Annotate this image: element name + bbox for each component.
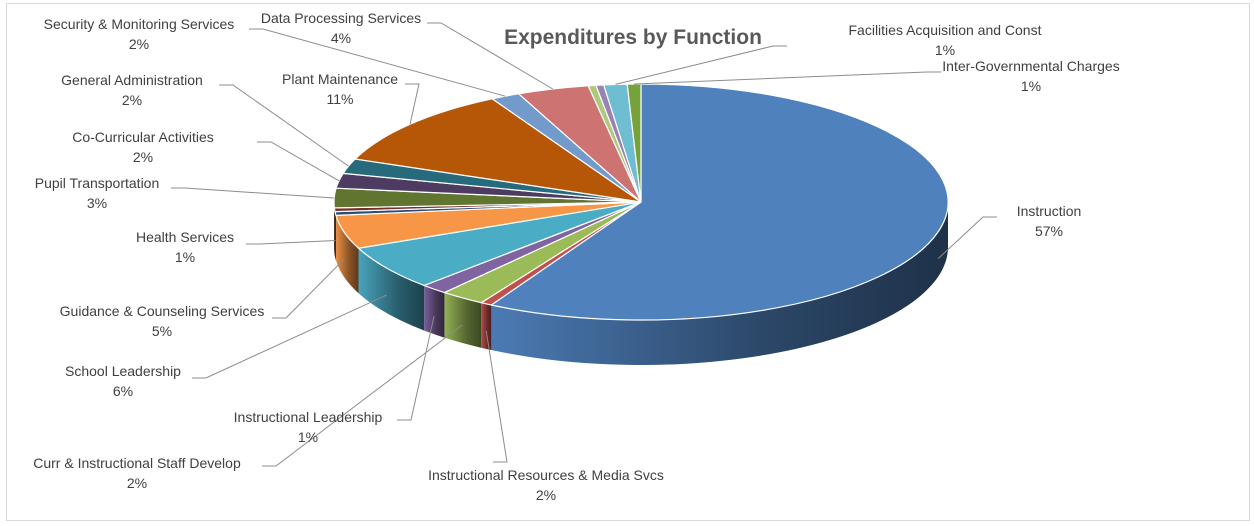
slice-percent-health-services-6: 1% (175, 249, 195, 265)
leader-line-pupil-transportation-8 (171, 188, 334, 198)
slice-label-instructional-leadership-3: Instructional Leadership (234, 409, 383, 425)
slice-percent-plant-maintenance-11: 11% (327, 91, 354, 107)
slice-label-inter-governmental-charges-17: Inter-Governmental Charges (942, 58, 1119, 74)
slice-percent-curr-instructional-staff-develop-2: 2% (127, 475, 147, 491)
slice-percent-guidance-counseling-services-5: 5% (152, 323, 172, 339)
slice-side-shade-unlabeled-7 (334, 208, 335, 257)
slice-label-instructional-resources-media-svcs-1: Instructional Resources & Media Svcs (428, 467, 664, 483)
slice-label-co-curricular-activities-9: Co-Curricular Activities (72, 129, 214, 145)
slice-percent-instruction-0: 57% (1035, 223, 1063, 239)
slice-label-general-administration-10: General Administration (61, 72, 203, 88)
slice-side-shade-health-services-6 (335, 212, 336, 261)
leader-line-plant-maintenance-11 (405, 84, 419, 124)
leader-line-curr-instructional-staff-develop-2 (262, 325, 462, 466)
chart-title: Expenditures by Function (504, 26, 762, 49)
slice-label-health-services-6: Health Services (136, 229, 234, 245)
slice-label-instruction-0: Instruction (1017, 203, 1082, 219)
leader-line-health-services-6 (246, 241, 336, 245)
slice-label-pupil-transportation-8: Pupil Transportation (35, 175, 160, 191)
slice-percent-pupil-transportation-8: 3% (87, 195, 107, 211)
slice-label-plant-maintenance-11: Plant Maintenance (282, 71, 398, 87)
slice-label-curr-instructional-staff-develop-2: Curr & Instructional Staff Develop (33, 455, 241, 471)
slice-percent-instructional-leadership-3: 1% (298, 429, 318, 445)
slice-percent-data-processing-services-13: 4% (331, 30, 351, 46)
leader-line-guidance-counseling-services-5 (272, 259, 344, 318)
slice-side-shade-instructional-leadership-3 (424, 286, 444, 338)
slice-label-guidance-counseling-services-5: Guidance & Counseling Services (60, 303, 265, 319)
slice-percent-security-monitoring-services-12: 2% (129, 36, 149, 52)
slice-label-security-monitoring-services-12: Security & Monitoring Services (44, 16, 235, 32)
leader-line-inter-governmental-charges-17 (634, 72, 941, 84)
pie-chart-3d: Instruction 57% Instructional Resources & … (7, 4, 1251, 522)
slice-percent-inter-governmental-charges-17: 1% (1021, 78, 1041, 94)
slice-percent-co-curricular-activities-9: 2% (133, 149, 153, 165)
slice-label-facilities-acquisition-and-const-16: Facilities Acquisition and Const (849, 22, 1042, 38)
slice-percent-instructional-resources-media-svcs-1: 2% (536, 487, 556, 503)
slice-percent-general-administration-10: 2% (122, 92, 142, 108)
slice-percent-school-leadership-4: 6% (113, 383, 133, 399)
leader-line-co-curricular-activities-9 (257, 142, 339, 181)
slice-label-school-leadership-4: School Leadership (65, 363, 181, 379)
chart-area: Instruction 57% Instructional Resources & … (6, 3, 1250, 521)
slice-side-shade-instructional-resources-media-svcs-1 (481, 303, 491, 350)
slice-label-data-processing-services-13: Data Processing Services (261, 10, 421, 26)
slice-percent-facilities-acquisition-and-const-16: 1% (935, 42, 955, 58)
